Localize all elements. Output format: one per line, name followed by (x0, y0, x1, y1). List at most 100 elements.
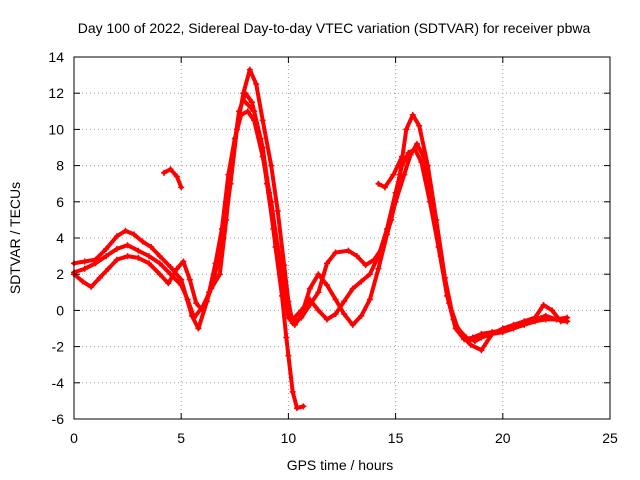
data-point (180, 258, 187, 265)
data-point (199, 307, 206, 314)
data-point (467, 341, 474, 348)
x-tick-label: 5 (177, 430, 185, 446)
data-point (242, 90, 249, 97)
data-point (113, 256, 120, 263)
data-point (557, 318, 564, 325)
data-point (403, 126, 410, 133)
data-point (315, 307, 322, 314)
data-point (165, 280, 172, 287)
y-tick-label: 0 (56, 302, 64, 318)
data-point (81, 258, 88, 265)
data-point (437, 253, 444, 260)
y-tick-label: 12 (48, 85, 64, 101)
data-point (167, 166, 174, 173)
y-tick-label: 10 (48, 121, 64, 137)
data-point (293, 405, 300, 412)
data-point (285, 352, 292, 359)
data-point (253, 81, 260, 88)
data-point (407, 151, 414, 158)
data-point (184, 296, 191, 303)
y-tick-label: 6 (56, 194, 64, 210)
x-tick-label: 20 (495, 430, 511, 446)
chart-title: Day 100 of 2022, Sidereal Day-to-day VTE… (78, 20, 591, 36)
data-point (186, 276, 193, 283)
data-point (463, 334, 470, 341)
y-axis-label: SDTVAR / TECUs (7, 182, 23, 294)
data-point (103, 253, 110, 260)
data-point (231, 135, 238, 142)
data-point (332, 311, 339, 318)
data-point (420, 153, 427, 160)
data-point (272, 244, 279, 251)
data-point (416, 122, 423, 129)
data-point (216, 271, 223, 278)
series-track-5 (242, 99, 307, 412)
data-point (266, 189, 273, 196)
data-point (306, 285, 313, 292)
data-point (124, 253, 131, 260)
data-point (285, 314, 292, 321)
data-point (354, 253, 361, 260)
data-point (392, 198, 399, 205)
data-point (113, 233, 120, 240)
data-point (510, 321, 517, 328)
data-point (135, 247, 142, 254)
data-point (105, 265, 112, 272)
data-point (139, 238, 146, 245)
data-point (298, 312, 305, 319)
data-point (399, 162, 406, 169)
data-point (332, 249, 339, 256)
data-point (414, 140, 421, 147)
y-tick-label: -6 (52, 411, 65, 427)
series-layer (71, 66, 571, 412)
series-track-3 (71, 108, 571, 345)
data-point (366, 296, 373, 303)
data-point (489, 330, 496, 337)
data-point (218, 225, 225, 232)
x-axis-label: GPS time / hours (287, 457, 394, 473)
data-point (206, 289, 213, 296)
data-point (124, 242, 131, 249)
data-point (358, 312, 365, 319)
data-point (148, 244, 155, 251)
data-point (358, 278, 365, 285)
data-point (268, 162, 275, 169)
data-point (349, 285, 356, 292)
data-point (79, 278, 86, 285)
data-point (349, 321, 356, 328)
data-point (499, 325, 506, 332)
data-point (178, 184, 185, 191)
y-tick-label: -2 (52, 339, 65, 355)
data-point (225, 171, 232, 178)
y-tick-label: 2 (56, 266, 64, 282)
x-tick-label: 0 (70, 430, 78, 446)
data-track (162, 167, 184, 190)
data-point (259, 117, 266, 124)
data-point (173, 265, 180, 272)
data-point (478, 334, 485, 341)
data-point (173, 173, 180, 180)
data-point (323, 260, 330, 267)
data-point (244, 108, 251, 115)
data-point (242, 99, 249, 106)
data-point (81, 265, 88, 272)
data-point (167, 263, 174, 270)
data-point (446, 300, 453, 307)
series-track-6 (375, 153, 406, 191)
data-point (341, 311, 348, 318)
data-point (375, 265, 382, 272)
data-point (315, 289, 322, 296)
data-point (278, 292, 285, 299)
data-point (103, 245, 110, 252)
data-point (274, 207, 281, 214)
data-point (375, 180, 382, 187)
data-point (300, 403, 307, 410)
data-track (376, 154, 404, 190)
y-tick-label: 14 (48, 49, 64, 65)
data-point (291, 321, 298, 328)
data-point (564, 318, 571, 325)
data-point (193, 300, 200, 307)
data-point (399, 153, 406, 160)
data-point (146, 260, 153, 267)
data-point (381, 184, 388, 191)
